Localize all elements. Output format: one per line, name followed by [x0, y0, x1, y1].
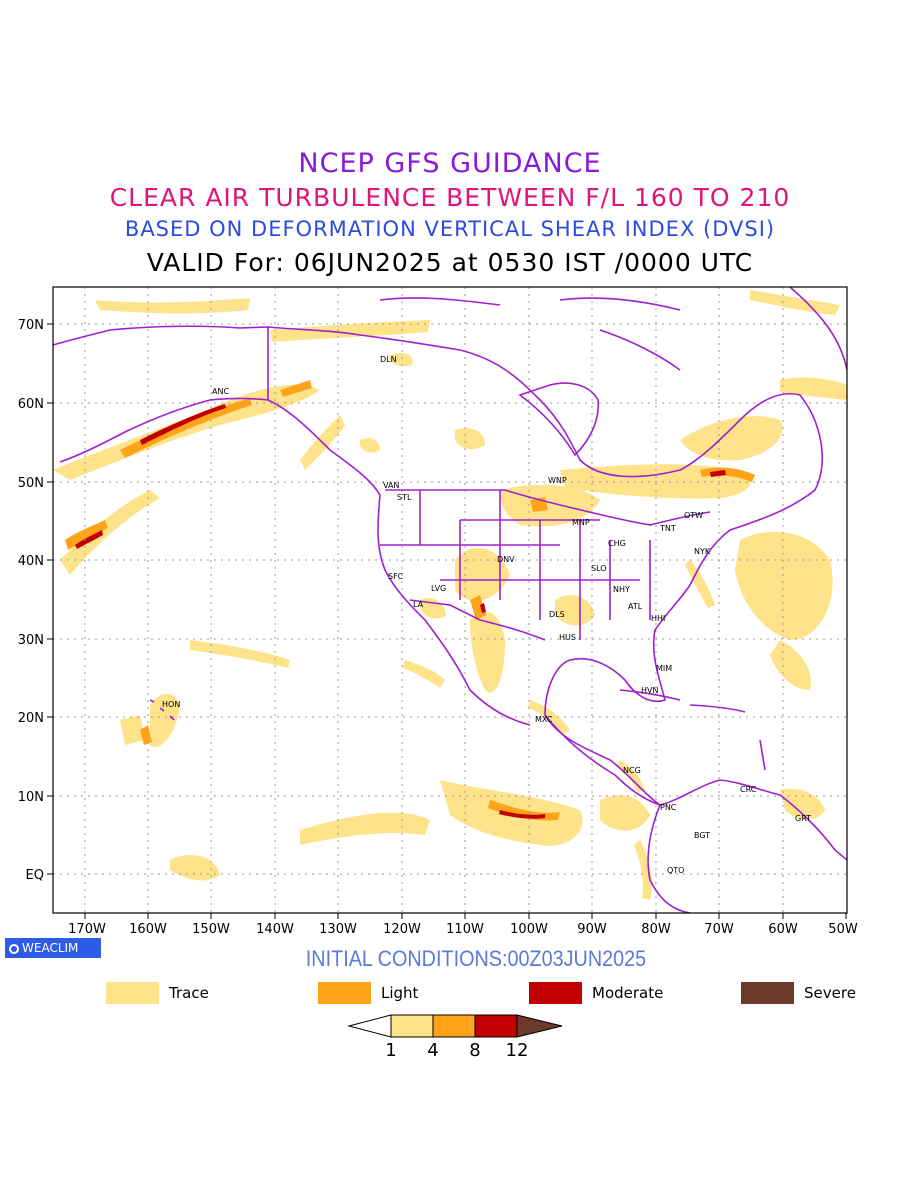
city-atl: ATL [628, 602, 643, 611]
lon-labels: 170W 160W 150W 140W 130W 120W 110W 100W … [68, 922, 858, 937]
lon-label-170w: 170W [68, 922, 106, 937]
moderate-areas [75, 404, 726, 819]
city-stl: STL [397, 493, 412, 502]
lon-label-90w: 90W [577, 922, 607, 937]
city-hon: HON [162, 700, 180, 709]
lat-label-30n: 30N [18, 633, 44, 648]
axis-ticks [47, 323, 847, 919]
weaclim-logo: WEACLIM [5, 938, 101, 958]
lon-label-110w: 110W [446, 922, 484, 937]
hawaii-islands [149, 699, 175, 721]
lon-label-120w: 120W [383, 922, 421, 937]
colorbar-tick-12: 12 [505, 1040, 529, 1061]
city-qto: QTO [667, 866, 684, 875]
greenland-coast [789, 287, 847, 371]
lon-label-50w: 50W [828, 922, 858, 937]
city-dnv: DNV [497, 555, 515, 564]
map-frame [52, 286, 848, 914]
lon-label-160w: 160W [129, 922, 167, 937]
city-hhi: HHI [651, 614, 665, 623]
lat-label-eq: EQ [26, 868, 44, 883]
city-mxc: MXC [535, 715, 553, 724]
city-van: VAN [383, 481, 399, 490]
hudson-bay [518, 382, 600, 457]
lat-label-20n: 20N [18, 711, 44, 726]
west-coast [267, 399, 531, 726]
lon-label-100w: 100W [510, 922, 548, 937]
alaska-coast [53, 325, 269, 463]
lat-label-70n: 70N [18, 318, 44, 333]
title-line-1: NCEP GFS GUIDANCE [298, 148, 602, 179]
city-ncg: NCG [623, 766, 641, 775]
colorbar-tick-1: 1 [385, 1040, 397, 1061]
caribbean-islands [619, 689, 766, 771]
colorbar-tick-8: 8 [469, 1040, 481, 1061]
city-crc: CRC [740, 785, 757, 794]
lon-label-140w: 140W [256, 922, 294, 937]
title-valid-time: VALID For: 06JUN2025 at 0530 IST /0000 U… [146, 248, 754, 277]
lon-label-130w: 130W [319, 922, 357, 937]
city-nyk: NYK [694, 547, 711, 556]
lat-label-40n: 40N [18, 554, 44, 569]
city-anc: ANC [212, 387, 229, 396]
lon-label-70w: 70W [704, 922, 734, 937]
city-pnc: PNC [660, 803, 677, 812]
legend-label-light: Light [381, 984, 419, 1002]
city-dls: DLS [549, 610, 565, 619]
lat-label-50n: 50N [18, 476, 44, 491]
south-america-coast [647, 804, 691, 913]
central-america [544, 714, 661, 806]
initial-conditions: INITIAL CONDITIONS:00Z03JUN2025 [305, 946, 647, 971]
city-wnp: WNP [548, 476, 567, 485]
city-mnp: MNP [572, 518, 590, 527]
city-lvg: LVG [431, 584, 446, 593]
lat-label-60n: 60N [18, 397, 44, 412]
legend-label-severe: Severe [804, 984, 856, 1002]
city-labels: ANC DLN VAN STL WNP MNP OTW TNT CHG NYK … [162, 355, 811, 875]
city-chg: CHG [608, 539, 626, 548]
lat-label-10n: 10N [18, 790, 44, 805]
city-grt: GRT [795, 814, 811, 823]
globe-icon [9, 944, 19, 954]
lon-label-80w: 80W [641, 922, 671, 937]
legend-swatch-light [318, 982, 371, 1004]
city-la: LA [413, 600, 424, 609]
city-nhy: NHY [613, 585, 630, 594]
city-slo: SLO [591, 564, 607, 573]
light-areas [65, 380, 755, 821]
title-line-3: BASED ON DEFORMATION VERTICAL SHEAR INDE… [124, 217, 776, 241]
lat-labels: 70N 60N 50N 40N 30N 20N 10N EQ [18, 318, 44, 883]
north-america-coast [267, 326, 847, 861]
city-sfc: SFC [388, 572, 404, 581]
city-bgt: BGT [694, 831, 710, 840]
city-hvn: HVN [641, 686, 658, 695]
legend-swatch-trace [106, 982, 159, 1004]
boundaries [53, 287, 847, 913]
city-hus: HUS [559, 633, 576, 642]
legend-swatch-severe [741, 982, 794, 1004]
us-mexico-border [409, 599, 546, 641]
city-mim: MIM [656, 664, 672, 673]
brand-label: WEACLIM [22, 941, 79, 955]
legend-label-moderate: Moderate [592, 984, 664, 1002]
colorbar-tick-4: 4 [427, 1040, 439, 1061]
lon-label-60w: 60W [768, 922, 798, 937]
arctic-islands [379, 297, 681, 371]
lon-label-150w: 150W [192, 922, 230, 937]
us-canada-border [385, 489, 711, 526]
city-dln: DLN [380, 355, 397, 364]
legend-swatch-moderate [529, 982, 582, 1004]
city-otw: OTW [684, 511, 703, 520]
map-area [53, 287, 847, 913]
title-line-2: CLEAR AIR TURBULENCE BETWEEN F/L 160 TO … [109, 183, 791, 212]
states-grid [380, 490, 651, 640]
legend-label-trace: Trace [169, 984, 209, 1002]
city-tnt: TNT [659, 524, 676, 533]
